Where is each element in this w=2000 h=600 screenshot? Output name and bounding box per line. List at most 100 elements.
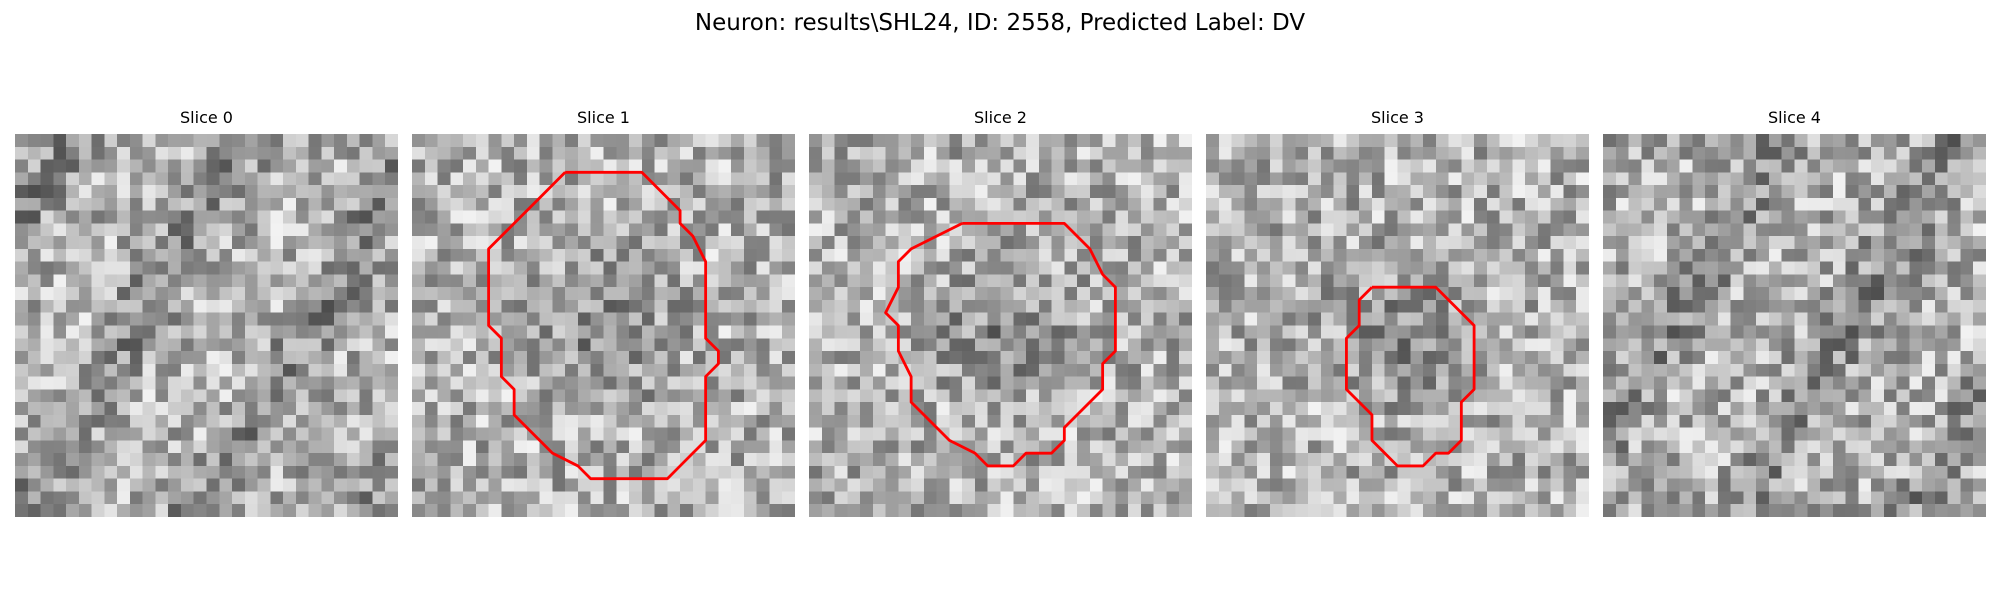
pixel <box>1730 134 1744 148</box>
pixel <box>1013 376 1027 390</box>
pixel <box>514 389 528 403</box>
pixel <box>731 223 745 237</box>
pixel <box>1615 427 1629 441</box>
pixel <box>450 440 464 454</box>
pixel <box>142 248 156 262</box>
pixel <box>1308 414 1322 428</box>
pixel <box>1615 363 1629 377</box>
pixel <box>1756 453 1770 467</box>
pixel <box>860 389 874 403</box>
pixel <box>501 465 515 479</box>
pixel <box>437 376 451 390</box>
pixel <box>769 299 783 313</box>
pixel <box>1679 402 1693 416</box>
pixel <box>1576 402 1589 416</box>
pixel <box>911 223 925 237</box>
pixel <box>1013 159 1027 173</box>
pixel <box>1486 146 1500 160</box>
pixel <box>1384 210 1398 224</box>
pixel <box>1461 223 1475 237</box>
pixel <box>104 478 118 492</box>
pixel <box>257 351 271 365</box>
pixel <box>603 440 617 454</box>
pixel <box>1845 134 1859 148</box>
pixel <box>1000 274 1014 288</box>
pixel <box>1947 146 1961 160</box>
pixel <box>1206 478 1220 492</box>
pixel <box>232 453 246 467</box>
pixel <box>1781 338 1795 352</box>
pixel <box>501 389 515 403</box>
pixel <box>1102 478 1116 492</box>
pixel <box>295 414 309 428</box>
pixel <box>424 172 438 186</box>
pixel <box>308 299 322 313</box>
pixel <box>257 185 271 199</box>
pixel <box>769 210 783 224</box>
pixel <box>1423 134 1437 148</box>
pixel <box>372 236 386 250</box>
pixel <box>514 248 528 262</box>
pixel <box>180 287 194 301</box>
pixel <box>1499 389 1513 403</box>
pixel <box>40 363 54 377</box>
pixel <box>437 440 451 454</box>
pixel <box>1371 159 1385 173</box>
pixel <box>1486 299 1500 313</box>
pixel <box>1179 504 1192 517</box>
pixel <box>91 236 105 250</box>
pixel <box>1308 274 1322 288</box>
pixel <box>1730 299 1744 313</box>
pixel <box>1820 338 1834 352</box>
pixel <box>936 172 950 186</box>
pixel <box>372 172 386 186</box>
pixel <box>1410 427 1424 441</box>
pixel <box>412 465 426 479</box>
pixel <box>1934 389 1948 403</box>
pixel <box>552 261 566 275</box>
pixel <box>1550 363 1564 377</box>
pixel <box>206 146 220 160</box>
pixel <box>949 236 963 250</box>
pixel <box>1934 248 1948 262</box>
pixel <box>1166 299 1180 313</box>
pixel <box>1397 261 1411 275</box>
pixel <box>974 210 988 224</box>
pixel <box>1679 427 1693 441</box>
pixel <box>1333 376 1347 390</box>
pixel <box>1922 414 1936 428</box>
pixel <box>1756 376 1770 390</box>
pixel <box>232 504 246 517</box>
pixel <box>1973 159 1986 173</box>
pixel <box>911 299 925 313</box>
pixel <box>283 287 297 301</box>
pixel <box>219 299 233 313</box>
pixel <box>1832 363 1846 377</box>
pixel <box>270 299 284 313</box>
pixel <box>565 491 579 505</box>
pixel <box>1333 287 1347 301</box>
pixel <box>27 453 41 467</box>
pixel <box>1743 504 1757 517</box>
pixel <box>424 351 438 365</box>
pixel <box>1960 504 1974 517</box>
pixel <box>1064 210 1078 224</box>
pixel <box>334 402 348 416</box>
pixel <box>1641 325 1655 339</box>
pixel <box>53 376 67 390</box>
pixel <box>514 376 528 390</box>
pixel <box>1231 453 1245 467</box>
pixel <box>1257 402 1271 416</box>
pixel <box>1499 376 1513 390</box>
pixel <box>949 274 963 288</box>
pixel <box>1013 427 1027 441</box>
pixel <box>1525 159 1539 173</box>
pixel <box>488 287 502 301</box>
pixel <box>1140 351 1154 365</box>
pixel <box>1166 402 1180 416</box>
pixel <box>295 312 309 326</box>
pixel <box>616 159 630 173</box>
pixel <box>206 210 220 224</box>
pixel <box>539 427 553 441</box>
pixel <box>1153 172 1167 186</box>
